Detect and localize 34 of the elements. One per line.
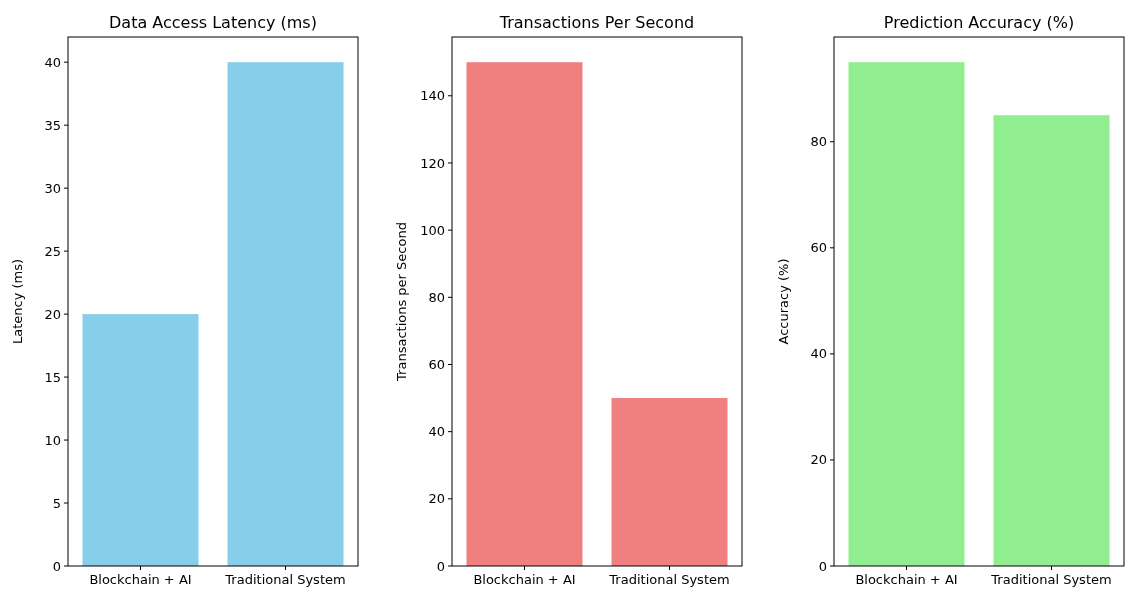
chart-title: Transactions Per Second (498, 13, 695, 32)
chart-title: Prediction Accuracy (%) (883, 13, 1075, 32)
y-tick-label: 100 (420, 222, 445, 238)
y-tick-label: 60 (810, 240, 827, 256)
y-tick-label: 20 (428, 491, 445, 507)
y-axis-title: Latency (ms) (10, 258, 25, 345)
x-tick-label: Blockchain + AI (473, 572, 576, 587)
x-tick-label: Traditional System (608, 572, 730, 587)
y-tick-label: 80 (428, 289, 445, 305)
y-tick-label: 20 (44, 306, 61, 322)
y-tick-label: 0 (52, 558, 61, 574)
y-tick-label: 20 (810, 452, 827, 468)
y-tick-label: 120 (420, 155, 445, 171)
y-tick-label: 140 (420, 88, 445, 104)
y-tick-label: 40 (428, 424, 445, 440)
y-tick-label: 60 (428, 357, 445, 373)
y-tick-label: 10 (44, 432, 61, 448)
y-tick-label: 80 (810, 134, 827, 150)
x-tick-label: Blockchain + AI (855, 572, 958, 587)
y-tick-label: 25 (44, 243, 61, 259)
y-tick-label: 0 (818, 558, 827, 574)
y-axis-title: Accuracy (%) (776, 258, 791, 345)
x-tick-label: Traditional System (990, 572, 1112, 587)
y-tick-label: 30 (44, 180, 61, 196)
y-tick-label: 5 (52, 495, 61, 511)
y-tick-label: 40 (44, 54, 61, 70)
y-axis-title: Transactions per Second (394, 222, 409, 382)
y-tick-label: 40 (810, 346, 827, 362)
y-tick-label: 0 (436, 558, 445, 574)
y-tick-label: 15 (44, 369, 61, 385)
x-tick-label: Traditional System (224, 572, 346, 587)
x-tick-label: Blockchain + AI (89, 572, 192, 587)
y-tick-label: 35 (44, 117, 61, 133)
chart-title: Data Access Latency (ms) (109, 13, 317, 32)
